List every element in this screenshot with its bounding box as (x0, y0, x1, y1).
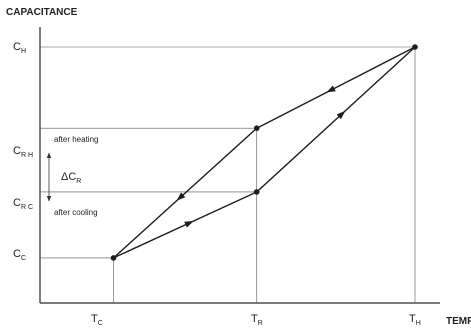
delta-c-sub: R (76, 178, 81, 185)
x-tick-tr-main: T (251, 313, 258, 325)
y-tick-cc-main: C (13, 248, 21, 260)
series-line-heating (113, 46, 416, 259)
data-point-tr-crc (253, 189, 260, 195)
x-tick-label-th: TH (409, 313, 421, 327)
series-arrow-heating-1 (336, 110, 346, 120)
y-tick-label-ch: CH (13, 41, 26, 55)
y-tick-ch-main: C (13, 41, 21, 53)
x-tick-th-main: T (409, 313, 416, 325)
x-tick-th-sub: H (416, 320, 421, 327)
x-axis-label: TEMP (446, 316, 471, 327)
y-tick-crh-main: C (13, 145, 21, 157)
after-cooling-label: after cooling (54, 208, 98, 217)
y-tick-crc-main: C (13, 197, 21, 209)
y-tick-crc-sub: R C (21, 204, 33, 211)
delta-c-label: ΔCR (61, 171, 81, 185)
y-tick-ch-sub: H (21, 48, 26, 55)
x-tick-tr-sub: R (258, 320, 263, 327)
delta-c-main: ΔC (61, 171, 76, 183)
y-axis-label: CAPACITANCE (6, 7, 78, 18)
data-point-th-ch (412, 44, 418, 50)
x-tick-tc-sub: C (98, 320, 103, 327)
data-point-tr-crh (253, 125, 260, 131)
y-tick-label-crc: CR C (13, 197, 33, 211)
chart-layer (40, 44, 418, 303)
y-tick-label-cc: CC (13, 248, 26, 262)
x-tick-tc-main: T (91, 313, 98, 325)
y-tick-label-crh: CR H (13, 145, 33, 159)
series-line-cooling (113, 46, 416, 259)
series-arrow-cooling-0 (326, 85, 336, 93)
series-arrow-cooling-1 (176, 192, 186, 201)
after-heating-label: after heating (54, 135, 98, 144)
series-arrow-heating-0 (184, 221, 194, 228)
y-tick-cc-sub: C (21, 255, 26, 262)
data-point-tc-cc (110, 255, 117, 261)
x-tick-label-tr: TR (251, 313, 263, 327)
y-tick-crh-sub: R H (21, 152, 33, 159)
x-tick-label-tc: TC (91, 313, 103, 327)
